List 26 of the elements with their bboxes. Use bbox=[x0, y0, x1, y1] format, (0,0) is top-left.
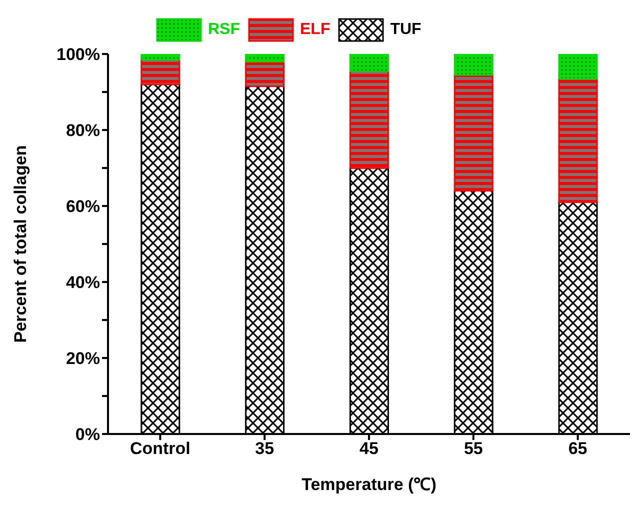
bar bbox=[245, 60, 285, 88]
bar bbox=[454, 74, 494, 192]
bar bbox=[558, 78, 598, 203]
y-tick-label: 20% bbox=[66, 349, 100, 368]
x-axis-title: Temperature (℃) bbox=[302, 475, 436, 494]
y-tick-label: 60% bbox=[66, 197, 100, 216]
bar bbox=[349, 54, 389, 72]
legend-label: ELF bbox=[300, 21, 330, 39]
y-tick-label: 0% bbox=[75, 425, 100, 444]
x-tick-label: 55 bbox=[464, 439, 483, 458]
bar bbox=[454, 54, 494, 76]
legend-label: TUF bbox=[390, 21, 422, 39]
x-tick-label: 35 bbox=[255, 439, 274, 458]
bar bbox=[349, 70, 389, 169]
y-tick-label: 100% bbox=[56, 45, 100, 64]
y-axis-title: Percent of total collagen bbox=[11, 145, 30, 343]
x-tick-label: Control bbox=[130, 439, 190, 458]
y-tick-label: 40% bbox=[66, 273, 100, 292]
x-tick-label: 65 bbox=[568, 439, 588, 458]
y-tick-label: 80% bbox=[66, 121, 100, 140]
x-tick-label: 45 bbox=[360, 439, 378, 458]
bar bbox=[245, 54, 285, 62]
legend-label: RSF bbox=[208, 21, 240, 39]
bar bbox=[140, 54, 180, 60]
bar bbox=[140, 58, 180, 86]
bar bbox=[558, 54, 598, 80]
